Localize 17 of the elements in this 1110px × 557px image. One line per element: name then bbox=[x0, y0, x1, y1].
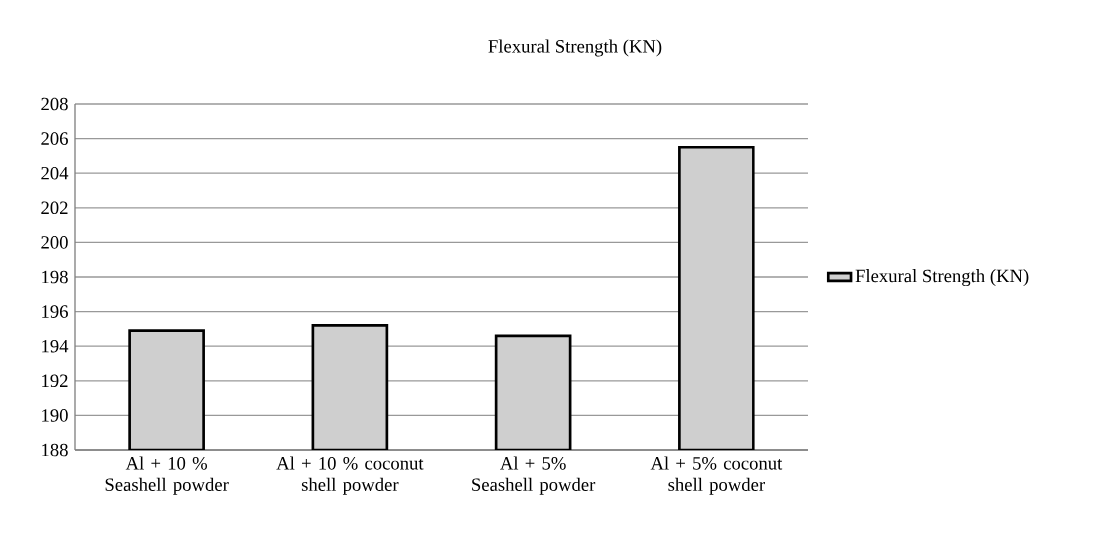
y-tick-label: 198 bbox=[42, 270, 68, 284]
y-tick-label: 204 bbox=[41, 166, 69, 180]
x-tick-label: Al + 5% Seashell powder bbox=[472, 456, 596, 495]
y-tick-label: 188 bbox=[42, 443, 68, 457]
x-tick-label: Al + 10 % coconut shell powder bbox=[276, 456, 424, 495]
y-tick-label: 200 bbox=[41, 236, 68, 249]
y-tick-label: 194 bbox=[42, 339, 69, 353]
x-tick-label: Al + 5% coconut shell powder bbox=[650, 456, 783, 495]
legend-label: Flexural Strength (KN) bbox=[855, 269, 1029, 287]
y-tick-label: 208 bbox=[41, 97, 68, 111]
y-tick-label: 196 bbox=[42, 305, 68, 318]
y-tick-label: 206 bbox=[41, 132, 68, 145]
y-tick-label: 192 bbox=[42, 374, 68, 388]
y-tick-label: 202 bbox=[41, 201, 68, 215]
y-tick-label: 190 bbox=[42, 409, 68, 422]
x-tick-label: Al + 10 % Seashell powder bbox=[105, 456, 229, 495]
chart-title: Flexural Strength (KN) bbox=[488, 39, 662, 57]
